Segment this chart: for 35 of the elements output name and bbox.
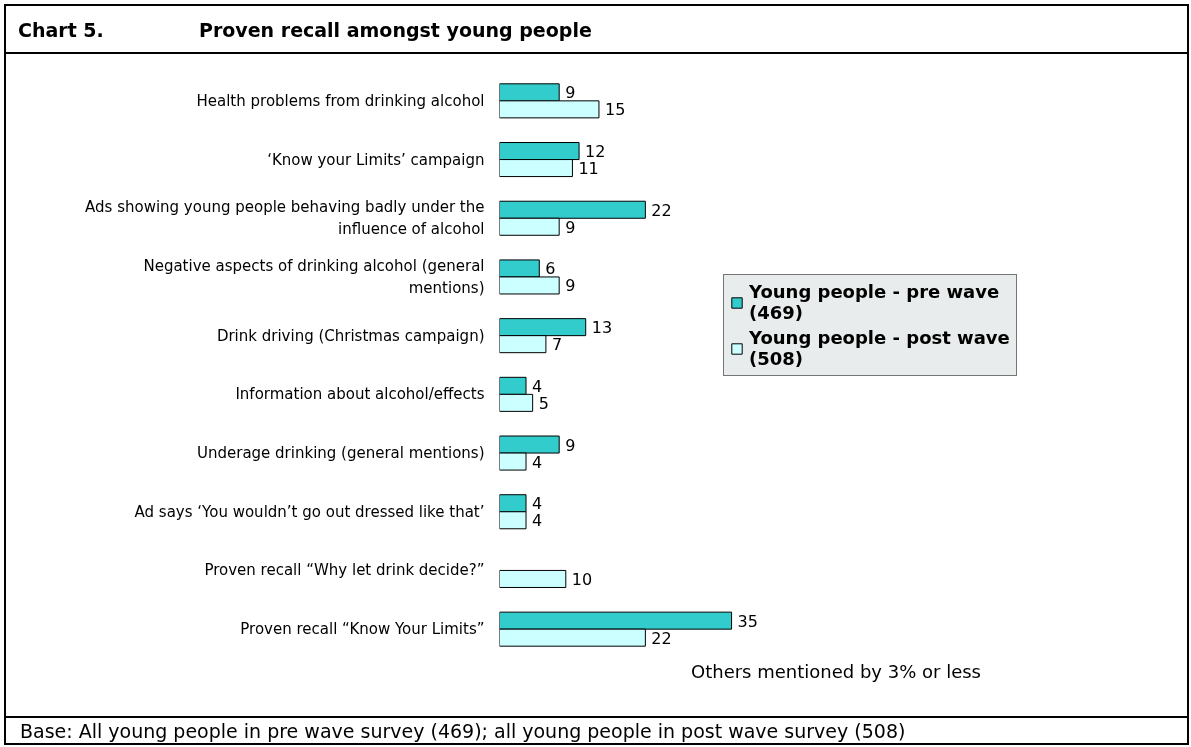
y-tick-label: Proven recall “Know Your Limits” xyxy=(240,620,485,639)
data-label: 4 xyxy=(532,511,543,531)
data-label: 15 xyxy=(604,100,626,120)
data-label: 12 xyxy=(585,142,606,162)
data-label: 5 xyxy=(538,393,549,413)
y-tick-label: ‘Know your Limits’ campaign xyxy=(267,150,485,169)
chart-title: Chart 5. Proven recall amongst young people xyxy=(18,19,592,41)
data-label: 22 xyxy=(651,200,672,220)
text: Others mentioned by 3% or less xyxy=(691,660,981,682)
data-label: 7 xyxy=(551,335,563,355)
y-tick-label: Negative aspects of drinking alcohol (general mentions) xyxy=(143,257,485,297)
data-label: 10 xyxy=(571,569,593,589)
y-tick-label: Underage drinking (general mentions) xyxy=(197,444,485,463)
data-label: 13 xyxy=(591,318,613,338)
data-label: 6 xyxy=(545,259,556,279)
y-tick-label: Drink driving (Christmas campaign) xyxy=(216,326,485,345)
data-label: 22 xyxy=(651,628,672,648)
data-label: 9 xyxy=(565,435,576,455)
y-tick-label: Information about alcohol/effects xyxy=(235,385,485,404)
data-label: 9 xyxy=(565,217,576,237)
data-label: 9 xyxy=(565,276,576,296)
y-tick-label: Ads showing young people behaving badly under the influence of alcohol xyxy=(85,198,485,239)
y-tick-label: Health problems from drinking alcohol xyxy=(196,91,485,110)
data-label: 4 xyxy=(532,452,543,472)
data-label: 4 xyxy=(532,376,543,396)
legend-label: Young people - post wave (508) xyxy=(749,327,1010,369)
bar xyxy=(499,569,567,588)
data-label: 4 xyxy=(532,494,543,514)
y-tick-label: Ad says ‘You wouldn’t go out dressed like that’ xyxy=(134,502,485,521)
data-label: 11 xyxy=(578,159,599,179)
data-label: 9 xyxy=(565,83,576,103)
y-tick-label: Proven recall “Why let drink decide?” xyxy=(204,561,485,580)
data-label: 35 xyxy=(737,611,758,631)
text: Base: All young people in pre wave survey (469); all young people in post wave survey (508) xyxy=(20,719,906,744)
legend-label: Young people - pre wave (469) xyxy=(749,281,1000,323)
